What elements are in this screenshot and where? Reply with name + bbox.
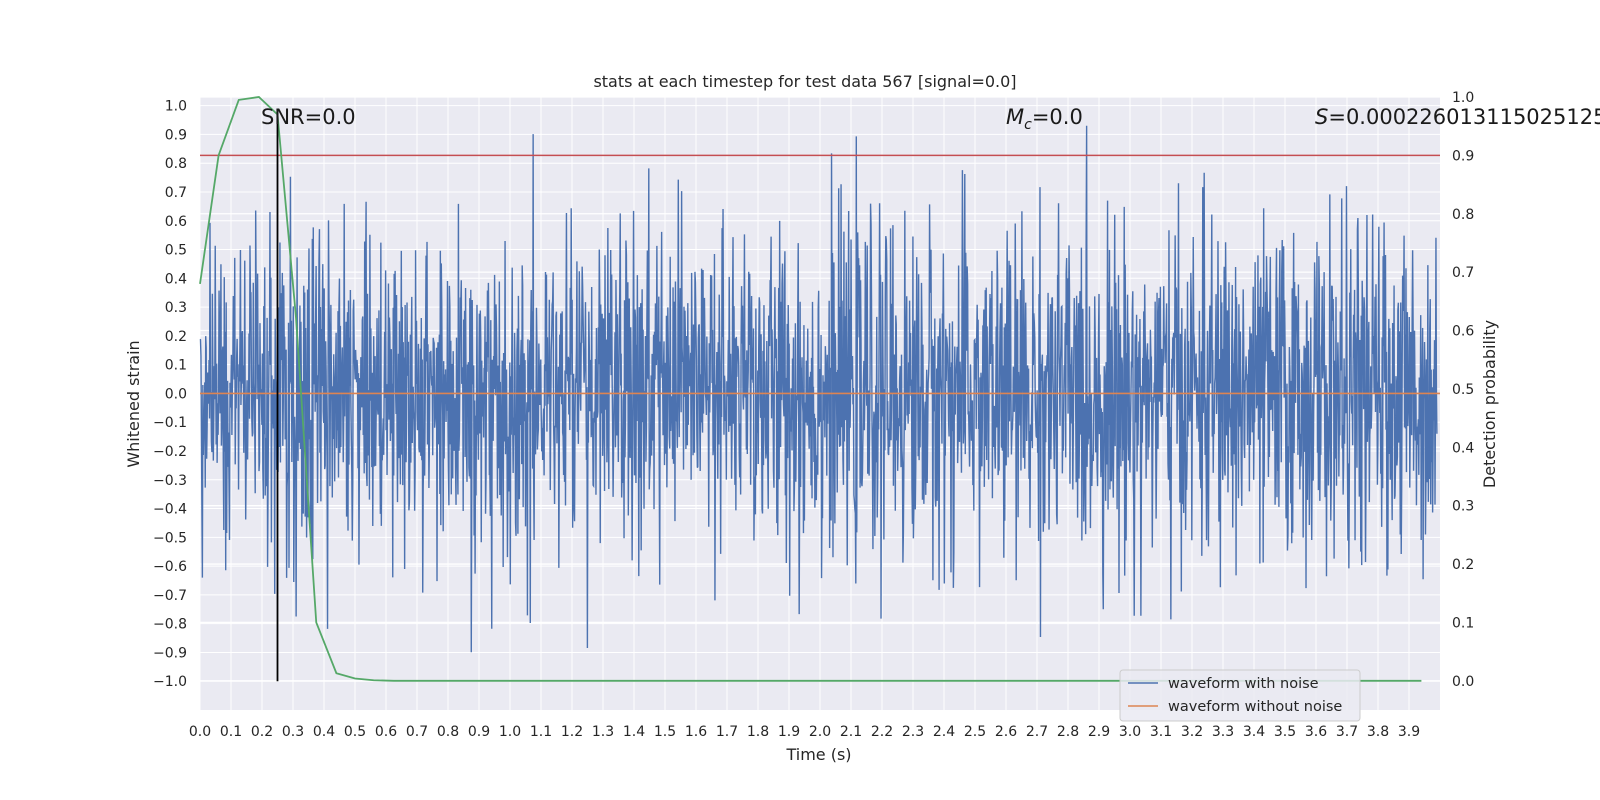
y2-tick-label: 0.0 (1452, 674, 1474, 690)
x-tick-label: 2.6 (995, 724, 1017, 740)
y-tick-label: 0.9 (165, 127, 187, 143)
y-tick-labels: 1.0 0.9 0.8 0.7 0.6 0.5 0.4 0.3 0.2 0.1 0.0 −0.1 −0.… (153, 99, 187, 691)
mc-symbol: M (1006, 105, 1024, 129)
y2-tick-label: 0.6 (1452, 324, 1474, 340)
series-detection-probability (199, 96, 1422, 682)
y-tick-label: 0.8 (165, 156, 187, 172)
chart-title: stats at each timestep for test data 567… (593, 72, 1016, 91)
x-tick-label: 3.6 (1305, 724, 1327, 740)
probability-trace (199, 96, 1422, 682)
y-tick-label: 0.5 (165, 243, 187, 259)
mc-value: =0.0 (1032, 105, 1083, 129)
snr-value: 0.0 (322, 105, 355, 129)
x-tick-label: 0.0 (189, 724, 211, 740)
x-tick-label: 3.5 (1274, 724, 1296, 740)
x-tick-label: 2.3 (902, 724, 924, 740)
y2-tick-label: 0.4 (1452, 440, 1474, 456)
y-axis-label: Whitened strain (124, 340, 143, 467)
s-annotation: S=0.00022601311502512​5 (1315, 105, 1600, 129)
x-tick-label: 0.4 (313, 724, 335, 740)
y-tick-label: 0.7 (165, 185, 187, 201)
x-tick-label: 2.7 (1026, 724, 1048, 740)
x-tick-label: 3.1 (1150, 724, 1172, 740)
y2-tick-label: 0.1 (1452, 615, 1474, 631)
x-tick-label: 1.6 (685, 724, 707, 740)
x-tick-label: 2.1 (840, 724, 862, 740)
x-tick-label: 3.7 (1336, 724, 1358, 740)
x-tick-label: 0.5 (344, 724, 366, 740)
y-tick-label: 0.0 (165, 386, 187, 402)
y-tick-label: 0.4 (165, 271, 187, 287)
y-tick-label: 0.2 (165, 329, 187, 345)
y-tick-label: −0.3 (153, 473, 187, 489)
snr-prefix: SNR= (261, 105, 322, 129)
x-tick-label: 3.0 (1119, 724, 1141, 740)
legend: waveform with noise waveform without noi… (1119, 669, 1361, 722)
y-tick-label: −1.0 (153, 674, 187, 690)
x-tick-label: 1.3 (592, 724, 614, 740)
mc-subscript: c (1024, 117, 1032, 133)
x-tick-labels: 0.0 0.1 0.2 0.3 0.4 0.5 0.6 0.7 0.8 0.9 1.0 1.1 1.2 1… (189, 724, 1420, 740)
x-tick-label: 1.1 (530, 724, 552, 740)
y-tick-label: −0.6 (153, 559, 187, 575)
x-tick-label: 1.2 (561, 724, 583, 740)
y-tick-label: 0.6 (165, 214, 187, 230)
x-tick-label: 3.8 (1367, 724, 1389, 740)
x-tick-label: 2.0 (809, 724, 831, 740)
y-tick-label: 0.1 (165, 358, 187, 374)
y2-axis-label: Detection probability (1480, 320, 1499, 488)
series-waveform-with-noise (199, 125, 1438, 653)
x-tick-label: 0.3 (282, 724, 304, 740)
x-axis-label: Time (s) (785, 745, 851, 764)
x-tick-label: 0.6 (375, 724, 397, 740)
y2-tick-label: 0.5 (1452, 382, 1474, 398)
legend-box (1119, 669, 1361, 722)
x-tick-label: 2.8 (1057, 724, 1079, 740)
y2-tick-label: 0.8 (1452, 207, 1474, 223)
y2-tick-label: 0.3 (1452, 499, 1474, 515)
y-tick-label: −0.5 (153, 530, 187, 546)
x-tick-label: 3.4 (1243, 724, 1265, 740)
y2-tick-label: 0.7 (1452, 265, 1474, 281)
x-tick-label: 1.8 (747, 724, 769, 740)
x-tick-label: 3.9 (1398, 724, 1420, 740)
x-tick-label: 0.8 (437, 724, 459, 740)
y-tick-label: −0.7 (153, 588, 187, 604)
x-tick-label: 3.2 (1181, 724, 1203, 740)
x-tick-label: 0.1 (220, 724, 242, 740)
x-tick-label: 1.9 (778, 724, 800, 740)
x-tick-label: 1.7 (716, 724, 738, 740)
y-tick-label: 1.0 (165, 99, 187, 115)
y2-tick-labels: 1.0 0.9 0.8 0.7 0.6 0.5 0.4 0.3 0.2 0.1 0.0 (1452, 90, 1474, 690)
x-tick-label: 0.7 (406, 724, 428, 740)
x-tick-label: 2.2 (871, 724, 893, 740)
x-tick-label: 2.9 (1088, 724, 1110, 740)
y-tick-label: −0.8 (153, 617, 187, 633)
y-tick-label: −0.9 (153, 645, 187, 661)
s-value: =0.00022601311502512​5 (1328, 105, 1600, 129)
x-tick-label: 1.4 (623, 724, 645, 740)
noise-trace (199, 125, 1438, 653)
x-tick-label: 2.4 (933, 724, 955, 740)
x-tick-label: 3.3 (1212, 724, 1234, 740)
s-symbol: S (1315, 105, 1328, 129)
y-tick-label: 0.3 (165, 300, 187, 316)
y2-tick-label: 0.2 (1452, 557, 1474, 573)
y-tick-label: −0.2 (153, 444, 187, 460)
y2-tick-label: 0.9 (1452, 148, 1474, 164)
x-tick-label: 0.9 (468, 724, 490, 740)
x-tick-label: 1.5 (654, 724, 676, 740)
y-tick-label: −0.1 (153, 415, 187, 431)
snr-annotation: SNR=0.0 (261, 105, 356, 129)
mc-annotation: Mc=0.0 (1006, 105, 1083, 133)
x-tick-label: 1.0 (499, 724, 521, 740)
x-tick-label: 0.2 (251, 724, 273, 740)
y-tick-label: −0.4 (153, 502, 187, 518)
x-tick-label: 2.5 (964, 724, 986, 740)
legend-label-noise: waveform with noise (1168, 676, 1319, 692)
legend-label-clean: waveform without noise (1168, 699, 1342, 715)
y2-tick-label: 1.0 (1452, 90, 1474, 106)
